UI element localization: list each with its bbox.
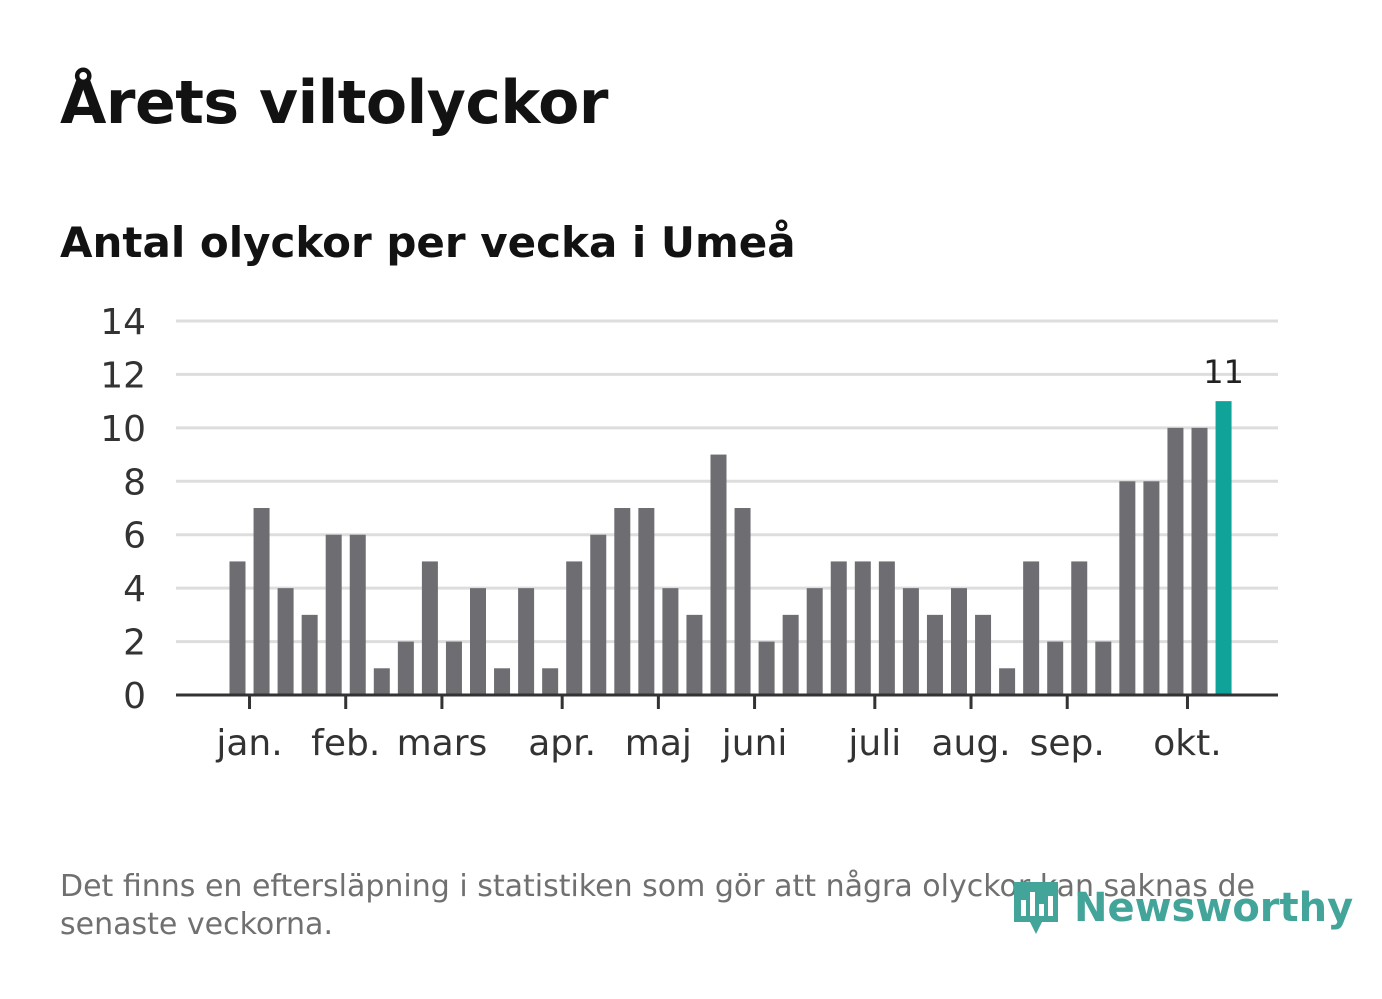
newsworthy-logo[interactable]: Newsworthy: [1010, 878, 1353, 938]
bar: [999, 668, 1016, 695]
x-tick-label: juli: [847, 723, 901, 764]
y-tick-label: 10: [100, 409, 146, 450]
bar: [301, 614, 318, 695]
y-tick-label: 8: [123, 462, 146, 503]
y-tick-label: 0: [123, 676, 146, 717]
data-labels: 11: [1203, 353, 1244, 391]
bar: [590, 534, 607, 695]
x-tick-label: okt.: [1153, 723, 1221, 764]
bar: [470, 588, 486, 695]
x-tick-label: feb.: [311, 723, 380, 764]
bar: [1167, 427, 1184, 695]
y-tick-label: 2: [123, 623, 146, 664]
bar: [830, 561, 847, 695]
bar: [494, 668, 511, 695]
data-label-highlight: 11: [1203, 353, 1244, 391]
y-axis-ticks: 0 2 4 6 8 10 12 14: [100, 302, 146, 717]
y-tick-label: 12: [100, 355, 146, 396]
logo-text: Newsworthy: [1074, 885, 1354, 931]
bar: [1071, 561, 1088, 695]
bar: [614, 508, 631, 695]
bar: [902, 588, 919, 695]
bar: [1023, 561, 1040, 695]
y-tick-label: 4: [123, 569, 146, 610]
bar: [421, 561, 438, 695]
bar: [710, 454, 727, 695]
bar: [1095, 641, 1112, 695]
bar: [926, 614, 943, 695]
bar: [1119, 481, 1136, 695]
x-tick-label: aug.: [931, 723, 1010, 764]
bar: [758, 641, 775, 695]
bar: [686, 614, 703, 695]
bar: [662, 588, 679, 695]
bar: [277, 588, 294, 695]
bar: [229, 561, 246, 695]
x-tick-label: apr.: [528, 723, 596, 764]
bar: [1191, 427, 1208, 695]
y-tick-label: 6: [123, 516, 146, 557]
x-tick-label: maj: [625, 723, 692, 764]
bar: [518, 588, 535, 695]
bar: [445, 641, 462, 695]
bar-chart: 0 2 4 6 8 10 12 14 jan. feb. mars apr. maj juni juli a…: [100, 302, 1278, 764]
bars: [229, 401, 1232, 695]
x-tick-label: sep.: [1030, 723, 1105, 764]
x-tick-label: mars: [397, 723, 488, 764]
bar: [734, 508, 751, 695]
bar: [349, 534, 366, 695]
newsworthy-chart-icon: [1014, 882, 1058, 934]
bar: [854, 561, 871, 695]
bar: [878, 561, 895, 695]
bar: [782, 614, 799, 695]
bar: [325, 534, 342, 695]
x-tick-label: jan.: [215, 723, 282, 764]
bar: [1047, 641, 1064, 695]
bar: [975, 614, 992, 695]
bar: [253, 508, 270, 695]
chart-title: Årets viltolyckor: [60, 68, 609, 138]
bar: [1143, 481, 1160, 695]
bar: [806, 588, 823, 695]
y-tick-label: 14: [100, 302, 146, 343]
bar: [397, 641, 414, 695]
bar: [566, 561, 583, 695]
bar: [373, 668, 390, 695]
bar: [638, 508, 655, 695]
bar: [951, 588, 967, 695]
x-axis: jan. feb. mars apr. maj juni juli aug. sep. okt.: [176, 693, 1278, 764]
bar-highlight: [1215, 401, 1232, 695]
chart-subtitle: Antal olyckor per vecka i Umeå: [60, 218, 796, 267]
x-tick-label: juni: [721, 723, 788, 764]
bar: [542, 668, 559, 695]
